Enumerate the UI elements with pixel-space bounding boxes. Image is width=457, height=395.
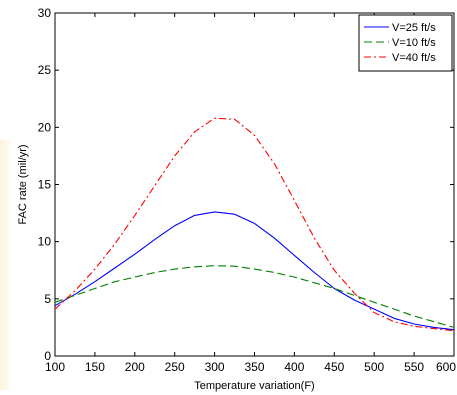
legend-box [358, 14, 453, 72]
x-tick-label: 200 [125, 360, 145, 374]
y-tick-label: 25 [38, 63, 52, 77]
y-tick-label: 20 [38, 120, 52, 134]
x-tick-label: 500 [364, 360, 384, 374]
legend-label-3: V=40 ft/s [392, 52, 436, 64]
x-tick-label: 350 [244, 360, 264, 374]
series-line-1 [54, 211, 455, 331]
y-tick-label: 30 [38, 6, 52, 20]
y-tick-label: 15 [38, 178, 52, 192]
legend-label-1: V=25 ft/s [392, 22, 436, 34]
series-line-2 [54, 265, 455, 328]
y-tick-label: 5 [44, 292, 51, 306]
x-tick-label: 150 [85, 360, 105, 374]
x-axis-title: Temperature variation(F) [194, 380, 314, 392]
x-tick-label: 600 [436, 360, 456, 374]
y-axis-title: FAC rate (mil/yr) [17, 144, 29, 224]
x-tick-label: 550 [404, 360, 424, 374]
background-fade [0, 140, 14, 390]
x-tick-label: 300 [205, 360, 225, 374]
y-tick-label: 10 [38, 235, 52, 249]
x-tick-label: 400 [284, 360, 304, 374]
x-tick-label: 100 [45, 360, 65, 374]
legend-label-2: V=10 ft/s [392, 37, 436, 49]
y-tick-label: 0 [44, 349, 51, 363]
x-tick-label: 250 [165, 360, 185, 374]
series-line-3 [54, 117, 455, 332]
x-tick-label: 450 [324, 360, 344, 374]
